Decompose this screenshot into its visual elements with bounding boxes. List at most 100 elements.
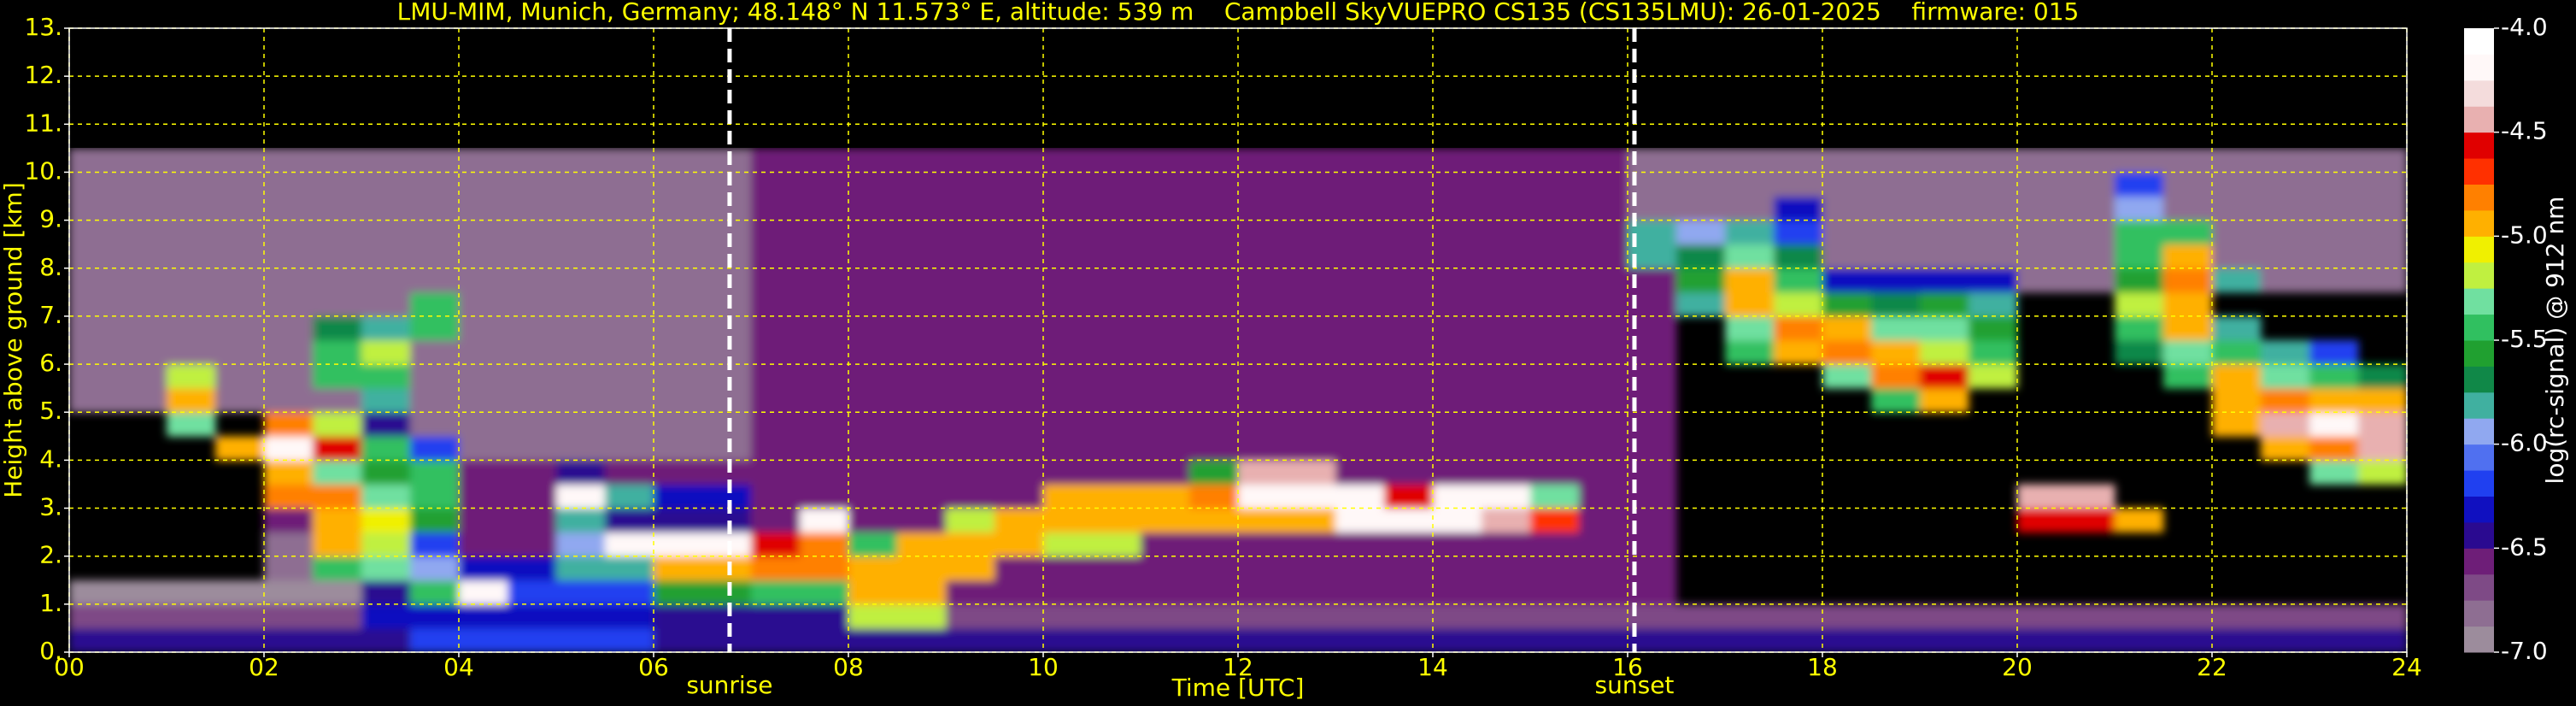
heat-cell — [1530, 603, 1580, 629]
heat-cell — [1920, 220, 1969, 245]
heat-cell — [1043, 172, 1093, 197]
y-tick-label: 4. — [39, 444, 62, 473]
heat-cell — [215, 315, 265, 341]
heat-cell — [605, 196, 654, 221]
heat-cell — [751, 196, 801, 221]
heat-cell — [1238, 268, 1288, 293]
heat-cell — [1433, 244, 1482, 269]
heat-cell — [215, 388, 265, 413]
heat-cell — [2212, 244, 2262, 269]
heat-cell — [361, 412, 411, 437]
heat-cell — [946, 603, 995, 629]
heat-cell — [459, 291, 508, 317]
heat-cell — [2066, 484, 2115, 509]
heat-cell — [69, 340, 119, 365]
heat-cell — [167, 268, 216, 293]
heat-cell — [995, 508, 1044, 533]
heat-cell — [1920, 291, 1969, 317]
heat-cell — [264, 460, 314, 485]
heat-cell — [1482, 532, 1531, 557]
heat-cell — [1141, 148, 1190, 173]
heat-cell — [556, 196, 606, 221]
heat-cell — [1920, 315, 1969, 341]
heat-cell — [1189, 268, 1239, 293]
heat-cell — [1335, 196, 1385, 221]
colorbar-band — [2464, 496, 2494, 523]
heat-cell — [508, 484, 557, 509]
heat-cell — [556, 412, 606, 437]
heat-cell — [1384, 460, 1434, 485]
heat-cell — [1335, 508, 1385, 533]
heat-cell — [508, 508, 557, 533]
heat-cell — [1871, 148, 1921, 173]
heat-cell — [995, 244, 1044, 269]
heat-cell — [1141, 436, 1190, 461]
colorbar-tick-label: -5.5 — [2501, 325, 2548, 353]
x-tick-label: 24 — [2391, 653, 2422, 681]
heat-cell — [1822, 315, 1872, 341]
heat-cell — [2358, 220, 2407, 245]
heat-cell — [556, 268, 606, 293]
heat-cell — [702, 388, 752, 413]
heat-cell — [2115, 220, 2164, 245]
heat-cell — [1433, 388, 1482, 413]
heat-cell — [946, 340, 995, 365]
y-tick-label: 6. — [39, 349, 62, 377]
heat-cell — [2163, 627, 2213, 652]
heat-cell — [897, 268, 947, 293]
heat-cell — [2309, 220, 2359, 245]
heat-cell — [848, 508, 898, 533]
heat-cell — [1092, 340, 1141, 365]
heat-cell — [2017, 244, 2067, 269]
heat-cell — [1920, 603, 1969, 629]
colorbar-tick-label: -4.5 — [2501, 117, 2548, 145]
heat-cell — [2212, 196, 2262, 221]
heat-cell — [556, 315, 606, 341]
heat-cell — [897, 172, 947, 197]
heat-cell — [264, 315, 314, 341]
heat-cell — [2358, 196, 2407, 221]
colorbar-band — [2464, 288, 2494, 315]
colorbar-tick-label: -6.0 — [2501, 429, 2548, 457]
heat-cell — [1384, 508, 1434, 533]
heat-cell — [897, 148, 947, 173]
heat-cell — [313, 291, 362, 317]
heat-cell — [1871, 364, 1921, 389]
heat-cell — [946, 388, 995, 413]
heat-cell — [1189, 460, 1239, 485]
heat-cell — [702, 172, 752, 197]
heat-cell — [459, 196, 508, 221]
y-tick-label: 11. — [24, 109, 62, 137]
heat-cell — [313, 460, 362, 485]
heat-cell — [1774, 172, 1823, 197]
heat-cell — [508, 220, 557, 245]
heat-cell — [2212, 220, 2262, 245]
heat-cell — [1482, 508, 1531, 533]
heat-cell — [508, 172, 557, 197]
heat-cell — [1530, 627, 1580, 652]
heat-cell — [2212, 627, 2262, 652]
heat-cell — [264, 172, 314, 197]
colorbar-band — [2464, 184, 2494, 211]
heat-cell — [2115, 627, 2164, 652]
heat-cell — [556, 436, 606, 461]
x-tick-label: 00 — [54, 653, 85, 681]
plot-frame — [68, 27, 2408, 653]
heat-cell — [995, 627, 1044, 652]
heat-cell — [1969, 244, 2018, 269]
heat-cell — [1092, 412, 1141, 437]
heat-cell — [1189, 603, 1239, 629]
heat-cell — [848, 291, 898, 317]
heat-cell — [1189, 172, 1239, 197]
heat-cell — [848, 412, 898, 437]
heat-cell — [556, 340, 606, 365]
heat-cell — [1969, 315, 2018, 341]
heat-cell — [1043, 220, 1093, 245]
heat-cell — [1482, 172, 1531, 197]
heat-cell — [2261, 220, 2310, 245]
heat-cell — [1238, 556, 1288, 581]
heat-cell — [1822, 268, 1872, 293]
heat-cell — [1725, 244, 1775, 269]
heat-cell — [897, 556, 947, 581]
heat-cell — [2309, 340, 2359, 365]
